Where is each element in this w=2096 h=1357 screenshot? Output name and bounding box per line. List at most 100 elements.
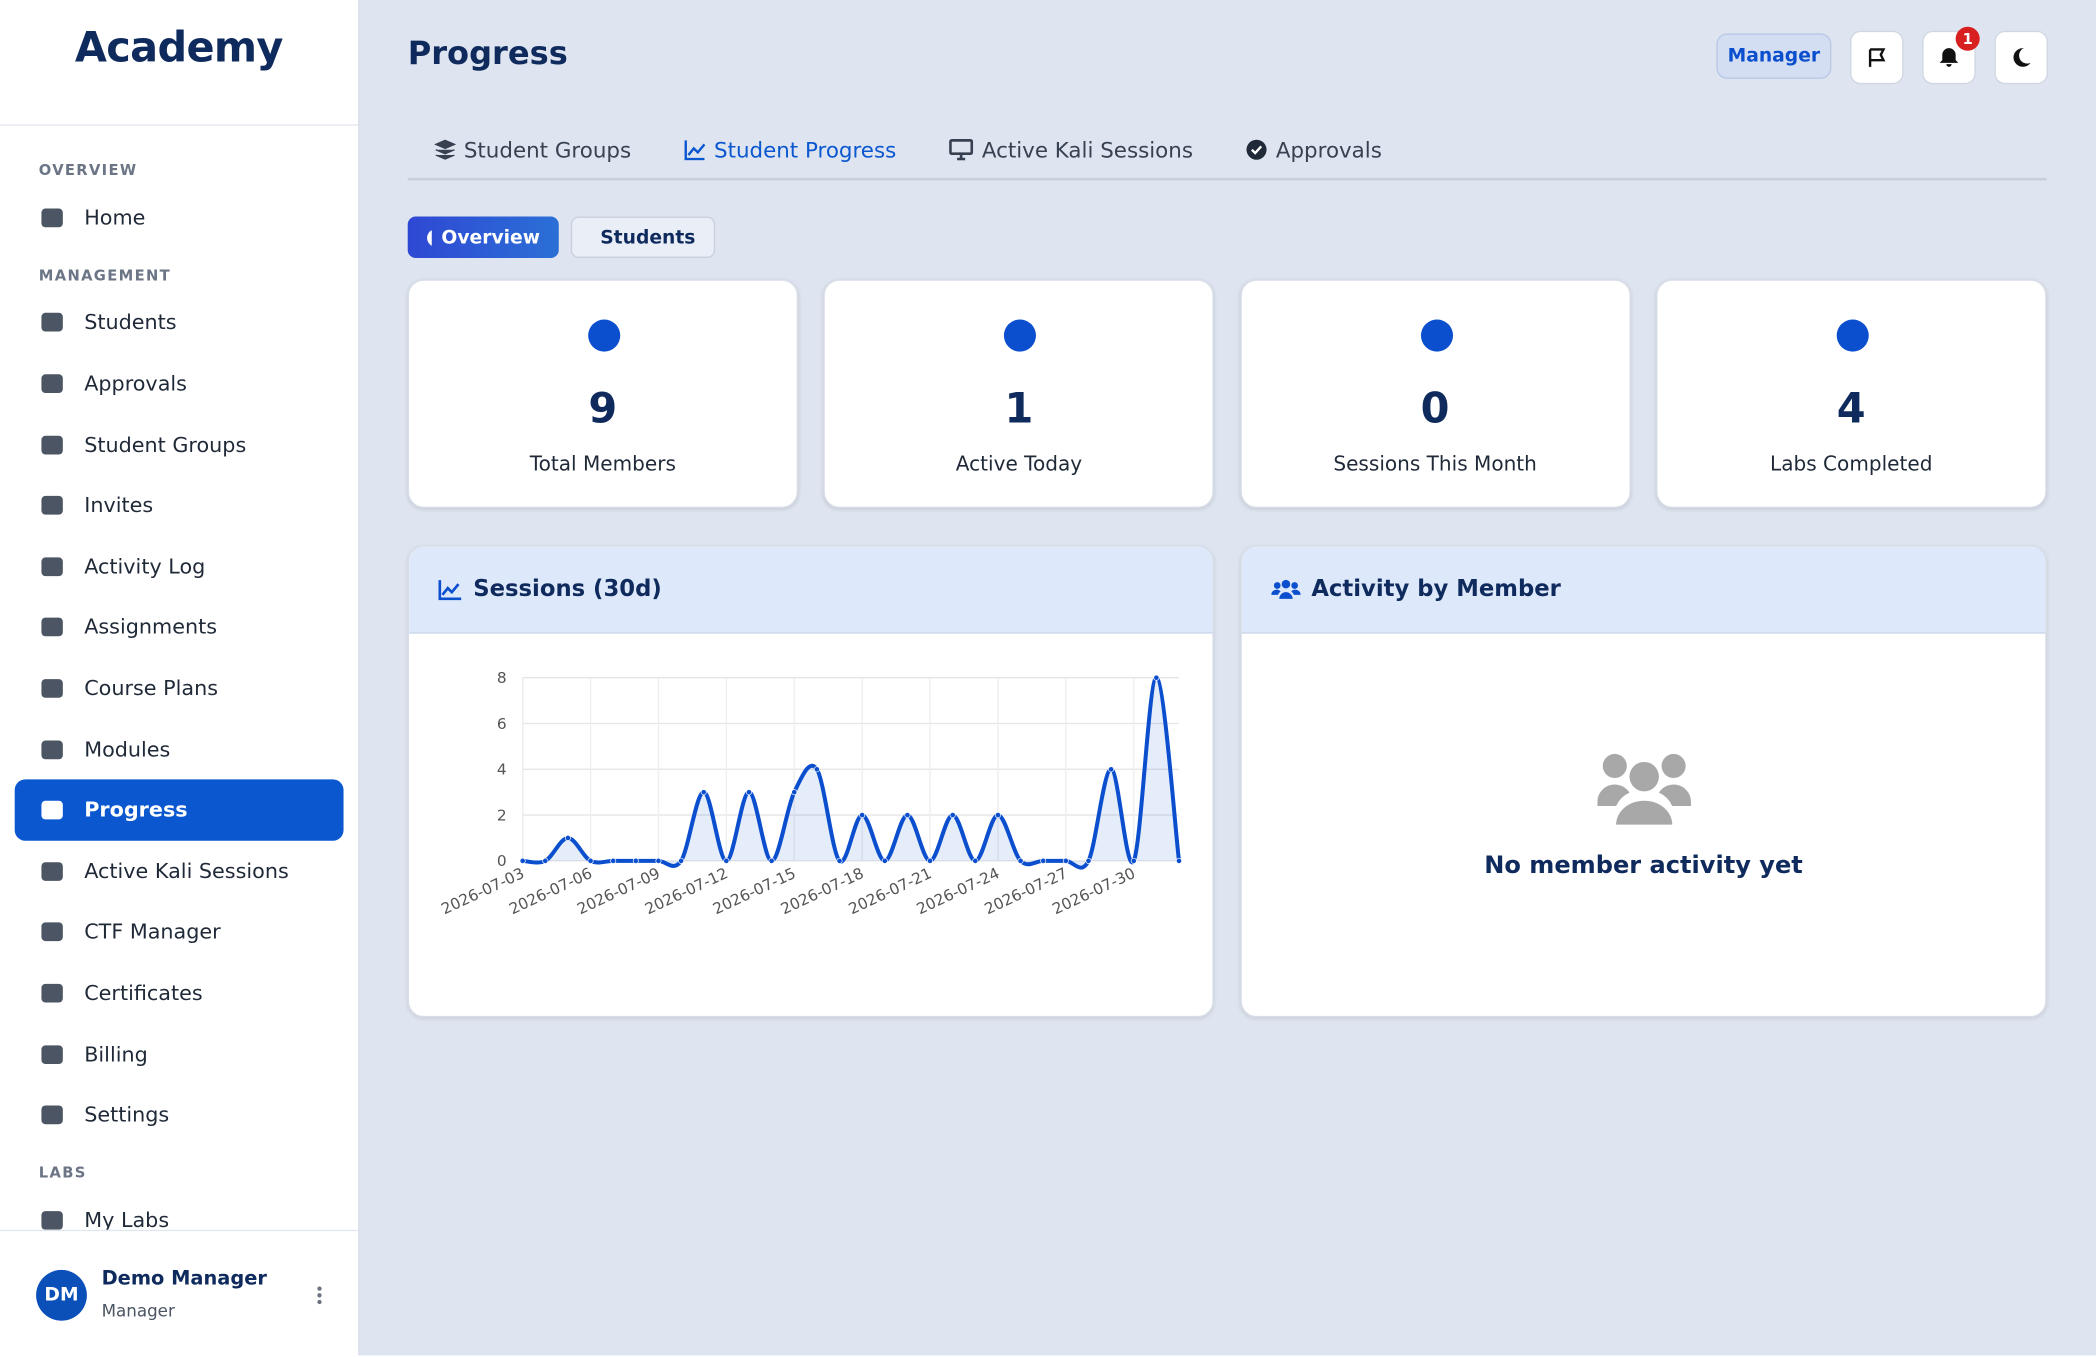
tab[interactable]: Student Groups xyxy=(408,123,658,176)
tab-label: Active Kali Sessions xyxy=(981,137,1193,163)
stat-card: 4 Labs Completed xyxy=(1656,279,2047,508)
page-title: Progress xyxy=(407,34,568,73)
nav-heading: LABS xyxy=(38,1164,87,1182)
nav-item[interactable]: Assignments xyxy=(15,597,344,658)
point xyxy=(655,857,662,864)
flag-button[interactable] xyxy=(1850,30,1904,85)
point xyxy=(745,789,752,796)
nav-icon xyxy=(41,739,63,759)
tab[interactable]: Active Kali Sessions xyxy=(923,123,1220,176)
nav-label: Course Plans xyxy=(84,676,219,701)
nav-label: Assignments xyxy=(84,615,218,640)
nav-item[interactable]: Student Groups xyxy=(15,414,344,475)
empty-icon xyxy=(1597,753,1691,825)
stat-value: 0 xyxy=(1420,384,1450,434)
stat-value: 1 xyxy=(1004,384,1034,434)
point xyxy=(791,789,798,796)
nav-label: Students xyxy=(84,310,177,335)
icon-shape xyxy=(41,1210,63,1230)
nav-label: Home xyxy=(84,205,146,230)
nav-label: Invites xyxy=(84,493,154,518)
point xyxy=(1130,857,1137,864)
nav-item[interactable]: Home xyxy=(15,187,344,248)
point xyxy=(768,857,775,864)
nav: OVERVIEW Home MANAGEMENT Students Approvals S… xyxy=(0,124,359,1230)
point xyxy=(927,857,934,864)
point xyxy=(1153,674,1160,681)
area xyxy=(522,677,1180,868)
point xyxy=(1062,857,1069,864)
icon-shape xyxy=(41,313,63,333)
line xyxy=(522,675,1181,870)
nav-label: CTF Manager xyxy=(84,920,221,945)
point xyxy=(587,857,594,864)
point xyxy=(632,857,639,864)
role-badge[interactable]: Manager xyxy=(1716,33,1832,79)
subtab-label: Students xyxy=(600,226,696,248)
menu-dots[interactable] xyxy=(315,1285,323,1306)
sidebar: Academy OVERVIEW Home MANAGEMENT Students Ap… xyxy=(0,0,360,1357)
point xyxy=(610,857,617,864)
nav-label: Progress xyxy=(84,798,188,823)
subtab[interactable]: Students xyxy=(570,216,716,258)
tab-label: Student Progress xyxy=(713,137,897,163)
stat-value: 9 xyxy=(588,384,618,434)
nav-item[interactable]: Course Plans xyxy=(15,658,344,719)
nav-label: Approvals xyxy=(84,371,187,396)
icon-shape xyxy=(41,983,63,1003)
nav-item[interactable]: Activity Log xyxy=(15,536,344,597)
point xyxy=(859,812,866,819)
point xyxy=(1108,766,1115,773)
tab-label: Approvals xyxy=(1275,137,1382,163)
nav-label: Modules xyxy=(84,737,171,762)
tab[interactable]: Student Progress xyxy=(658,123,923,176)
nav-item[interactable]: CTF Manager xyxy=(15,902,344,963)
nav-item[interactable]: Billing xyxy=(15,1024,344,1085)
subtab[interactable]: Overview xyxy=(407,216,559,258)
y-tick-label: 4 xyxy=(497,761,507,779)
y-tick-label: 6 xyxy=(497,715,507,733)
y-tick-label: 8 xyxy=(497,669,507,687)
tabs: Student Groups Student Progress Active K… xyxy=(407,123,2047,181)
nav-icon xyxy=(41,374,63,393)
nav-item[interactable]: Students xyxy=(15,292,344,353)
icon-shape xyxy=(41,374,63,393)
icon-shape xyxy=(41,618,63,637)
nav-item[interactable]: Modules xyxy=(15,719,344,780)
notification-count: 1 xyxy=(1955,26,1980,51)
nav-heading: MANAGEMENT xyxy=(38,266,171,285)
point xyxy=(542,857,549,864)
nav-icon xyxy=(41,208,63,227)
theme-button[interactable] xyxy=(1994,30,2048,85)
point xyxy=(881,857,888,864)
icon-shape xyxy=(41,557,63,576)
user-panel[interactable]: DM Demo Manager Manager xyxy=(0,1229,359,1357)
y-tick-label: 2 xyxy=(497,806,507,824)
nav-label: Certificates xyxy=(84,981,203,1006)
nav-item[interactable]: Settings xyxy=(15,1085,344,1146)
nav-item[interactable]: Active Kali Sessions xyxy=(15,841,344,902)
nav-icon xyxy=(41,861,63,881)
nav-item[interactable]: Progress xyxy=(14,779,344,841)
stat-label: Active Today xyxy=(955,451,1083,476)
nav-item[interactable]: Certificates xyxy=(15,963,344,1024)
nav-icon xyxy=(41,1210,63,1230)
nav-icon xyxy=(41,618,63,637)
icon-shape xyxy=(41,800,63,820)
point xyxy=(1017,857,1024,864)
point xyxy=(723,857,730,864)
point xyxy=(678,857,685,864)
stat-icon xyxy=(1836,319,1869,352)
subtab-label: Overview xyxy=(441,226,541,248)
nav-item[interactable]: Approvals xyxy=(15,353,344,414)
nav-item[interactable]: Invites xyxy=(15,475,344,536)
icon-shape xyxy=(41,861,63,881)
stat-card: 9 Total Members xyxy=(407,279,799,508)
tab[interactable]: Approvals xyxy=(1220,123,1409,176)
point xyxy=(1085,857,1092,864)
nav-item[interactable]: My Labs xyxy=(15,1190,344,1230)
point xyxy=(836,857,843,864)
nav-icon xyxy=(41,800,63,820)
